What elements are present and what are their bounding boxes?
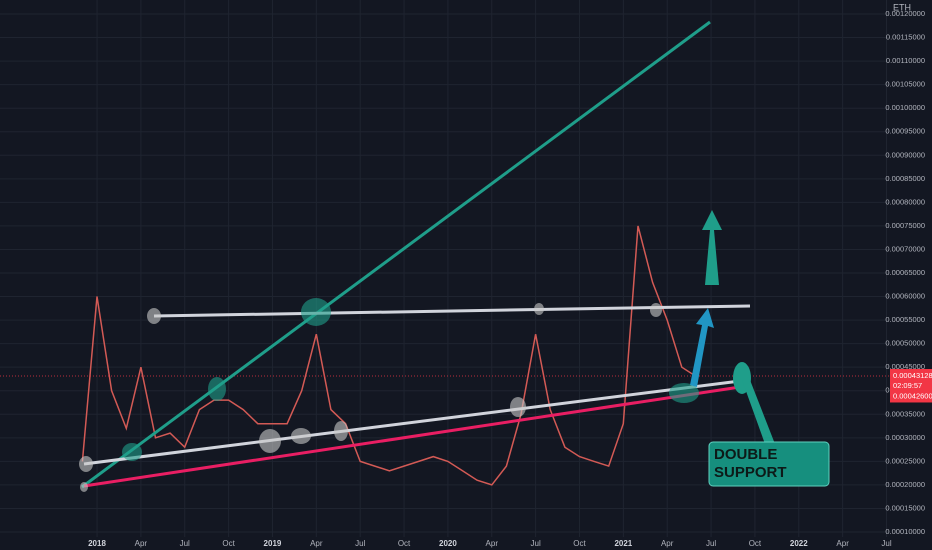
marker <box>208 377 226 401</box>
y-tick-label: 0.00020000 <box>885 480 925 489</box>
x-tick-label: 2019 <box>264 539 282 548</box>
y-tick-label: 0.00030000 <box>885 433 925 442</box>
x-tick-label: Jul <box>531 539 541 548</box>
price-tag <box>890 390 932 403</box>
x-tick-label: Apr <box>486 539 499 548</box>
arrow-up <box>702 210 722 285</box>
price-tag-label: 0.00043128 <box>893 371 932 380</box>
x-tick-label: Oct <box>222 539 235 548</box>
y-tick-label: 0.00095000 <box>885 127 925 136</box>
marker <box>534 303 544 315</box>
markers <box>122 298 699 461</box>
marker <box>669 383 699 403</box>
markers <box>79 303 662 492</box>
axes: 0.00010000 0.00015000 0.00020000 0.00025000… <box>88 9 932 548</box>
x-tick-label: 2018 <box>88 539 106 548</box>
y-tick-label: 0.00065000 <box>885 268 925 277</box>
grid <box>0 0 890 537</box>
x-tick-label: Apr <box>135 539 148 548</box>
y-tick-label: 0.00085000 <box>885 174 925 183</box>
y-tick-label: 0.00115000 <box>886 33 925 42</box>
y-tick-label: 0.00050000 <box>885 339 925 348</box>
y-tick-label: 0.00090000 <box>885 150 925 159</box>
callout-box <box>708 441 830 487</box>
y-tick-label: 0.00055000 <box>885 315 925 324</box>
x-tick-label: Apr <box>310 539 323 548</box>
x-tick-label: Jul <box>881 539 891 548</box>
price-tag <box>890 368 932 393</box>
marker <box>147 308 161 324</box>
y-tick-label: 0.00120000 <box>885 9 925 18</box>
y-tick-label: 0.00045000 <box>885 362 925 371</box>
y-tick-label: 0.00015000 <box>885 503 925 512</box>
support-line <box>83 385 741 488</box>
trend-line <box>81 20 711 489</box>
y-tick-label: 0.00025000 <box>885 456 925 465</box>
x-tick-label: Jul <box>180 539 190 548</box>
x-tick-label: 2021 <box>614 539 632 548</box>
marker <box>650 303 662 317</box>
x-tick-label: 2020 <box>439 539 457 548</box>
x-tick-label: Oct <box>749 539 762 548</box>
x-tick-label: Oct <box>573 539 586 548</box>
y-tick-label: 0.00105000 <box>885 80 925 89</box>
marker <box>291 428 311 444</box>
y-tick-label: 0.00070000 <box>885 244 925 253</box>
y-tick-label: 0.00100000 <box>885 103 925 112</box>
marker <box>510 397 526 417</box>
x-tick-label: Jul <box>355 539 365 548</box>
drawings: DOUBLE SUPPORT <box>79 20 830 492</box>
x-tick-label: Oct <box>398 539 411 548</box>
y-tick-label: 0.00035000 <box>885 409 925 418</box>
arrow-up <box>690 308 714 387</box>
y-tick-label: 0.00060000 <box>885 292 925 301</box>
x-tick-label: Jul <box>706 539 716 548</box>
marker <box>301 298 331 326</box>
y-tick-label: 0.00080000 <box>885 197 925 206</box>
marker <box>334 421 348 441</box>
support-line <box>83 379 741 466</box>
x-tick-label: Apr <box>836 539 849 548</box>
price-tag-label: 0.00042600 <box>893 391 932 400</box>
annotation: DOUBLE SUPPORT <box>714 446 787 481</box>
marker <box>80 482 88 492</box>
unit-label: ETH <box>893 2 911 12</box>
x-tick-label: Apr <box>661 539 674 548</box>
y-tick-label: 0.00075000 <box>885 221 925 230</box>
marker <box>79 456 93 472</box>
callout-pointer <box>742 380 775 444</box>
countdown: 02:09:57 <box>893 381 922 390</box>
y-tick-label: 0.00110000 <box>886 56 925 65</box>
marker <box>259 429 281 453</box>
marker <box>122 443 142 461</box>
price-line <box>81 225 697 486</box>
y-tick-label: 0.00010000 <box>885 527 925 536</box>
x-tick-label: 2022 <box>790 539 808 548</box>
